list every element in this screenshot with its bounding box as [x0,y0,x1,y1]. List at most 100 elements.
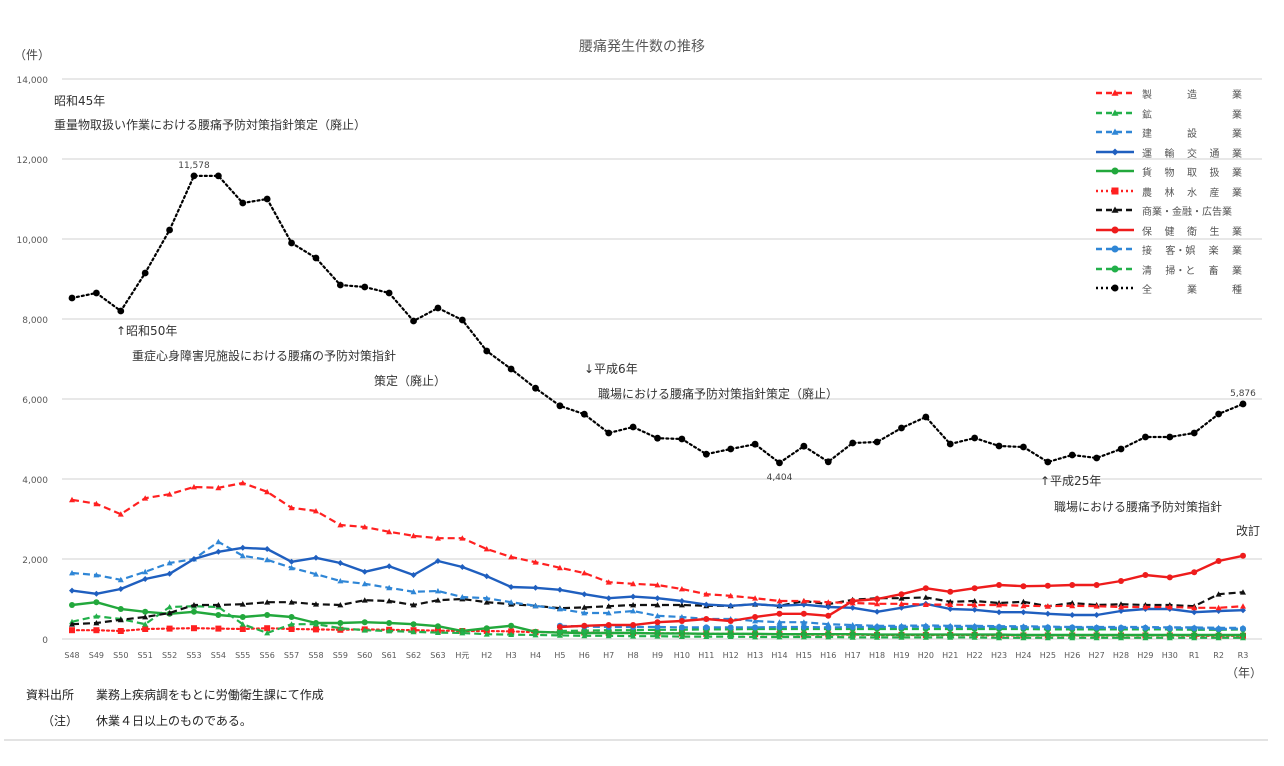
chart-title: 腰痛発生件数の推移 [579,39,705,55]
data-point [190,625,197,632]
data-point [703,616,710,622]
data-point [605,595,612,602]
legend-label-part: 貨 [1142,168,1152,179]
legend-label-part: 業 [1187,285,1197,296]
data-point [1044,582,1051,589]
data-point [922,413,930,421]
data-point [361,619,368,626]
data-point [264,625,271,632]
data-point [1111,187,1119,194]
data-point [142,626,149,632]
data-point [922,594,929,600]
data-point [69,496,75,503]
y-tick-label: 12,000 [17,156,49,166]
data-point [386,584,393,591]
data-point [752,624,759,631]
data-point [1069,582,1076,588]
data-point [703,624,710,631]
x-tick-label: H18 [869,651,885,660]
data-point [410,572,417,578]
data-point [581,632,588,639]
data-point [800,598,807,604]
x-tick-label: S60 [357,651,372,660]
data-point [386,620,393,626]
x-tick-label: H25 [1040,651,1056,660]
data-point [459,630,466,636]
data-point [117,616,124,623]
data-point [1215,624,1222,631]
data-point [752,614,759,620]
source-label: 資料出所 [26,688,75,702]
legend-label-part: 保 [1142,226,1152,238]
data-point [922,634,929,640]
data-point [1111,265,1119,272]
data-point [581,604,588,610]
data-point [654,624,661,630]
x-tick-label: H21 [942,651,958,660]
data-point [93,599,100,606]
x-tick-label: H8 [628,651,639,660]
legend-item: 清 掃・と畜業 [1092,260,1252,280]
data-point [483,546,490,552]
data-point [214,172,222,180]
data-point [142,608,149,615]
data-point [971,434,979,442]
data-point [483,631,490,637]
data-point [1111,284,1119,292]
data-point [190,556,197,562]
x-tick-label: S48 [64,651,79,660]
x-tick-label: S62 [406,651,421,660]
legend-label-part: 林 [1164,187,1175,199]
data-point [458,316,466,324]
x-tick-label: S51 [138,651,153,660]
data-point [678,602,685,608]
data-point [434,629,441,635]
data-point [361,568,368,575]
legend-label-part: 産 [1209,187,1220,199]
data-point [507,365,515,373]
x-tick-label: S58 [308,651,323,660]
legend-label-part: 業 [1232,90,1242,101]
legend-swatch [1096,265,1134,272]
x-tick-label: H19 [893,651,909,660]
data-point [459,564,466,570]
data-point [1191,634,1198,641]
legend-label-part: 扱 [1209,168,1220,179]
data-point [434,588,441,594]
data-point [971,585,978,592]
data-point [898,622,905,629]
data-point [947,601,954,607]
y-tick-label: 0 [42,636,48,646]
data-point [1020,598,1027,605]
data-point [947,622,954,629]
data-labels: 11,578 4,404 5,876 [178,161,1256,483]
x-tick-label: H15 [796,651,812,660]
data-point [995,442,1003,450]
data-point [117,586,124,592]
data-point [971,598,978,604]
data-point [312,254,320,262]
data-point [361,524,368,530]
data-label: 4,404 [767,473,793,483]
x-tick-label: S49 [89,651,104,660]
x-axis-unit-label: （年） [1226,666,1263,680]
legend-label-part: 掃・と [1165,265,1196,277]
data-point [1240,552,1246,559]
data-point [337,522,344,528]
data-point [874,596,881,602]
x-tick-label: H17 [845,651,861,660]
data-point [947,634,954,640]
data-point [1142,433,1149,441]
data-point [508,631,515,637]
data-point [605,579,612,585]
data-point [166,560,173,566]
data-point [312,621,319,627]
data-point [215,612,222,618]
x-tick-label: H3 [506,651,517,660]
data-point [752,595,759,601]
legend-label: 接 客・娯 楽 業 [1142,242,1242,257]
legend-label-part: 業 [1231,246,1242,257]
data-point [605,603,612,609]
data-point [727,624,734,631]
legend-label-part: 楽 [1208,246,1219,257]
